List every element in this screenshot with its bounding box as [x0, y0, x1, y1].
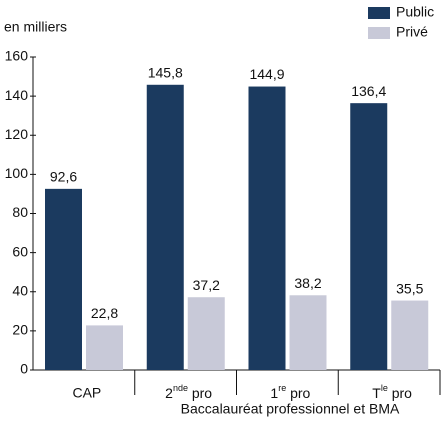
y-tick-label: 40 [12, 282, 28, 298]
legend-swatch [368, 27, 390, 39]
bar [289, 295, 327, 370]
x-tick-label: 2nde pro [165, 383, 212, 400]
y-tick-label: 140 [5, 87, 29, 103]
y-tick-label: 160 [5, 48, 29, 64]
label-part: pro [286, 385, 310, 401]
bar [391, 300, 429, 370]
y-tick-label: 100 [5, 165, 29, 181]
value-label: 35,5 [396, 280, 423, 296]
x-tick-label: 1re pro [270, 383, 310, 400]
x-tick-label: Tle pro [372, 383, 412, 400]
label-part: T [372, 385, 381, 401]
label-part: 1 [270, 385, 278, 401]
value-label: 38,2 [294, 275, 321, 291]
bar [45, 188, 82, 370]
y-tick-label: 120 [5, 126, 29, 142]
value-label: 92,6 [50, 169, 77, 185]
x-tick-label: CAP [72, 385, 101, 401]
label-part: pro [388, 385, 412, 401]
group-label: Baccalauréat professionnel et BMA [181, 401, 400, 417]
value-label: 22,8 [91, 305, 118, 321]
value-label: 37,2 [193, 277, 220, 293]
legend-label: Public [396, 4, 434, 20]
y-tick-label: 60 [12, 243, 28, 259]
unit-label: en milliers [4, 19, 67, 35]
superscript: le [381, 383, 388, 393]
y-tick-label: 0 [20, 361, 28, 377]
bar [86, 325, 123, 370]
superscript: nde [173, 383, 188, 393]
label-part: 2 [165, 385, 173, 401]
legend-label: Privé [396, 24, 428, 40]
bar [248, 86, 286, 371]
value-label: 144,9 [249, 66, 284, 82]
y-tick-label: 80 [12, 204, 28, 220]
legend-swatch [368, 7, 390, 19]
bar [146, 84, 184, 370]
bar [187, 297, 225, 370]
label-part: pro [188, 385, 212, 401]
value-label: 145,8 [148, 64, 183, 80]
value-label: 136,4 [351, 83, 386, 99]
y-tick-label: 20 [12, 322, 28, 338]
superscript: re [278, 383, 286, 393]
bar [350, 103, 388, 370]
